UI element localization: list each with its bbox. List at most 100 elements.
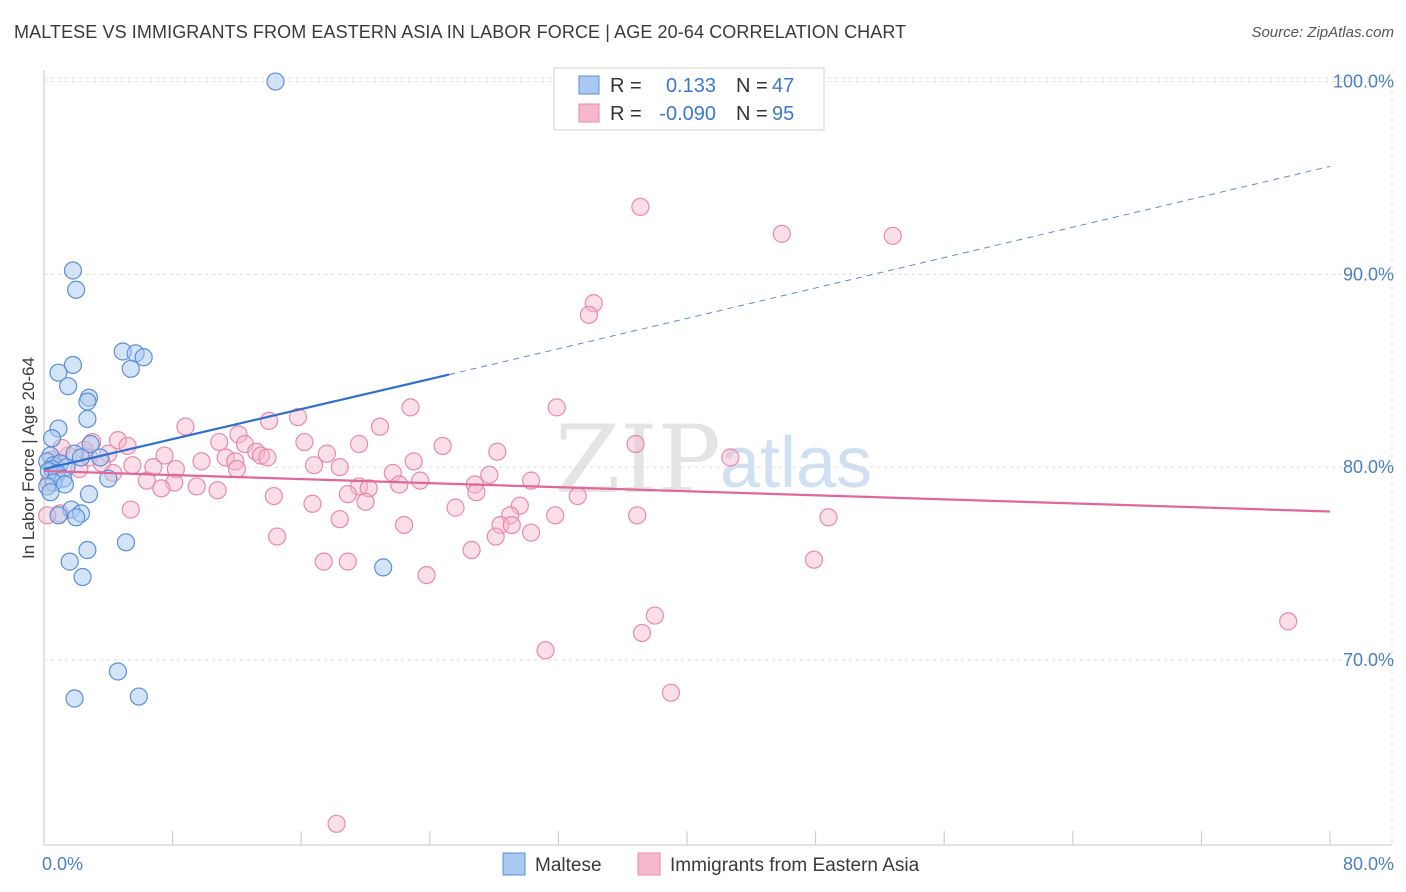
- maltese-point-32: [79, 485, 99, 504]
- legend-maltese-n-value: 47: [772, 75, 794, 97]
- bottom-legend-eastern-label: Immigrants from Eastern Asia: [670, 855, 920, 876]
- eastern-point-86: [536, 641, 555, 660]
- eastern-point-33: [304, 456, 324, 475]
- eastern-point-32: [226, 452, 245, 471]
- eastern-point-44: [227, 459, 246, 479]
- maltese-point-2: [67, 280, 86, 299]
- bottom-legend-eastern-swatch: [637, 852, 661, 876]
- eastern-point-57: [208, 481, 227, 500]
- maltese-point-33: [41, 483, 60, 502]
- maltese-points: [38, 72, 393, 708]
- eastern-point-16: [295, 432, 314, 452]
- eastern-point-62: [356, 492, 375, 511]
- maltese-point-42: [73, 567, 92, 587]
- eastern-point-4: [579, 305, 599, 324]
- legend-maltese-swatch: [578, 75, 600, 95]
- watermark-atlas: atlas: [720, 423, 872, 503]
- eastern-point-80: [314, 552, 333, 571]
- eastern-trend-line: [43, 469, 1331, 513]
- maltese-point-12: [78, 409, 97, 429]
- y-tick-label-80: 80.0%: [1343, 457, 1394, 477]
- eastern-point-18: [433, 436, 452, 456]
- chart-title: MALTESE VS IMMIGRANTS FROM EASTERN ASIA …: [14, 22, 907, 42]
- maltese-point-17: [71, 448, 91, 467]
- eastern-point-19: [626, 434, 645, 454]
- eastern-point-81: [338, 552, 357, 571]
- bottom-legend-maltese-swatch: [502, 852, 526, 876]
- legend-eastern-r-value: -0.090: [659, 103, 716, 125]
- eastern-point-12: [108, 431, 128, 450]
- eastern-point-17: [349, 434, 369, 454]
- maltese-point-36: [49, 506, 68, 525]
- eastern-point-77: [267, 527, 287, 546]
- tick-labels: 70.0% 80.0% 90.0% 100.0% 0.0% 80.0%: [42, 72, 1394, 874]
- eastern-point-72: [330, 510, 349, 529]
- maltese-point-45: [129, 687, 148, 706]
- eastern-point-48: [521, 471, 541, 490]
- maltese-point-7: [121, 359, 140, 378]
- eastern-point-34: [330, 458, 349, 477]
- eastern-point-75: [502, 515, 521, 535]
- eastern-point-6: [401, 398, 420, 417]
- legend-maltese-r-value: 0.133: [666, 75, 716, 97]
- maltese-trend-extension: [448, 165, 1331, 376]
- eastern-point-0: [631, 197, 650, 216]
- maltese-point-5: [134, 348, 153, 367]
- eastern-point-47: [480, 465, 499, 484]
- maltese-point-14: [42, 429, 62, 448]
- maltese-point-41: [374, 558, 393, 577]
- source-credit: Source: ZipAtlas.com: [1251, 24, 1394, 41]
- eastern-point-11: [229, 425, 248, 444]
- eastern-point-84: [645, 606, 664, 625]
- maltese-point-6: [63, 355, 83, 375]
- eastern-point-52: [390, 475, 409, 494]
- eastern-point-10: [176, 417, 195, 436]
- eastern-point-59: [338, 485, 357, 504]
- eastern-point-29: [216, 448, 235, 467]
- eastern-point-37: [404, 452, 423, 471]
- legend-maltese-r-label: R =: [610, 75, 642, 97]
- eastern-point-30: [155, 446, 174, 465]
- maltese-point-11: [78, 392, 97, 411]
- eastern-point-76: [521, 523, 541, 542]
- eastern-point-26: [488, 442, 507, 461]
- eastern-point-2: [883, 226, 902, 245]
- eastern-point-38: [123, 456, 142, 475]
- eastern-point-85: [632, 623, 652, 643]
- eastern-point-70: [628, 506, 647, 525]
- trend-lines-extended: [448, 165, 1331, 376]
- eastern-point-82: [804, 550, 824, 569]
- legend-eastern-r-label: R =: [610, 103, 642, 125]
- maltese-trend-line: [43, 373, 450, 471]
- maltese-point-39: [78, 540, 97, 560]
- trend-lines: [43, 373, 1331, 513]
- eastern-point-9: [370, 417, 390, 436]
- y-tick-label-90: 90.0%: [1343, 264, 1394, 284]
- eastern-point-89: [327, 814, 346, 833]
- legend-eastern-swatch: [578, 103, 600, 123]
- eastern-point-53: [137, 471, 156, 490]
- watermark-zip: ZIP: [555, 406, 721, 515]
- eastern-point-73: [394, 515, 414, 535]
- eastern-point-55: [187, 477, 206, 496]
- eastern-point-7: [288, 407, 308, 427]
- series-legend: Maltese Immigrants from Eastern Asia: [502, 852, 920, 876]
- eastern-point-64: [510, 496, 529, 515]
- maltese-point-1: [63, 261, 83, 280]
- maltese-point-0: [266, 72, 285, 91]
- maltese-point-44: [65, 689, 84, 708]
- eastern-point-66: [121, 500, 140, 519]
- y-axis-label: In Labor Force | Age 20-64: [19, 357, 38, 559]
- eastern-point-46: [411, 471, 430, 490]
- maltese-point-15: [81, 434, 100, 454]
- eastern-point-63: [303, 494, 322, 513]
- eastern-point-51: [359, 479, 378, 498]
- eastern-point-71: [819, 508, 838, 527]
- y-tick-label-100: 100.0%: [1333, 72, 1394, 92]
- watermark: ZIP atlas: [555, 406, 872, 515]
- legend-eastern-n-value: 95: [772, 103, 794, 125]
- eastern-point-25: [317, 444, 337, 463]
- eastern-point-61: [264, 486, 283, 506]
- maltese-point-9: [59, 377, 78, 396]
